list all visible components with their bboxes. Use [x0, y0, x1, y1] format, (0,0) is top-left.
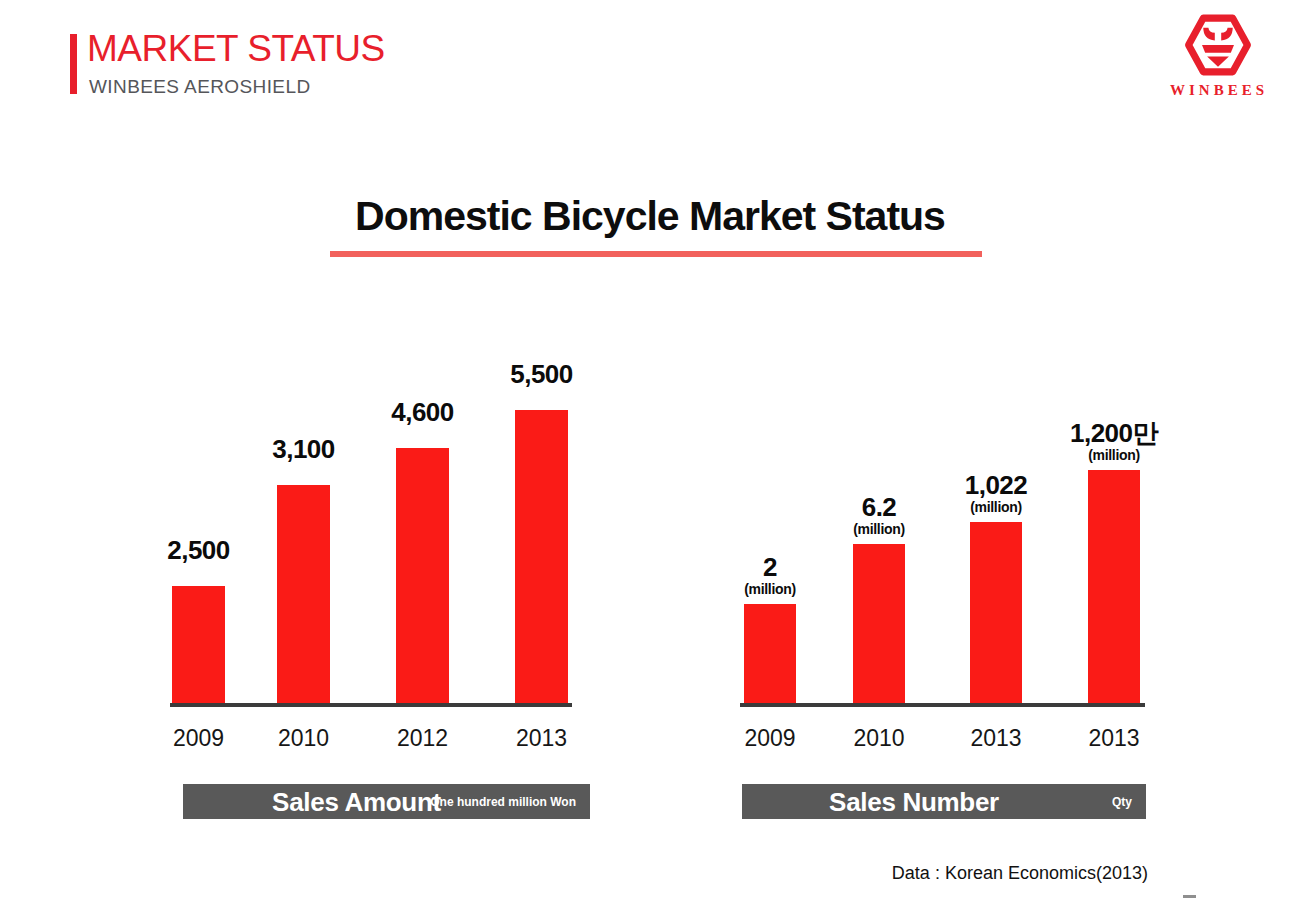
chart-unit-label: Qty [1112, 795, 1132, 809]
bar-sales-amount-2012 [396, 448, 449, 707]
bar-sales-number-2010 [853, 544, 905, 707]
bar-sub-label: (million) [680, 581, 860, 597]
bar-sales-amount-2013 [515, 410, 568, 707]
logo-brand-text: WINBEES [1170, 82, 1266, 99]
chart-title-bar-sales-amount: Sales AmountOne hundred million Won [183, 784, 590, 819]
bar-value: 6.2 [862, 492, 897, 522]
bar-value: 2,500 [167, 535, 230, 565]
year-label: 2009 [720, 725, 820, 752]
bar-value: 2 [763, 552, 777, 582]
page-subtitle: WINBEES AEROSHIELD [89, 76, 311, 98]
bar-value-label: 2(million) [680, 553, 860, 597]
bar-value-label: 1,022(million) [906, 471, 1086, 515]
bar-value: 4,600 [391, 397, 454, 427]
year-label: 2013 [946, 725, 1046, 752]
bar-value: 1,200만 [1070, 418, 1158, 448]
bar-sales-number-2009 [744, 604, 796, 707]
page-title: MARKET STATUS [87, 28, 385, 70]
bar-value-label: 4,600 [333, 398, 513, 426]
chart-title: Sales Number [742, 786, 1086, 817]
bar-value-label: 5,500 [452, 360, 632, 388]
bar-value-label: 2,500 [109, 536, 289, 564]
axis-line-sales-amount [170, 703, 572, 707]
year-label: 2012 [373, 725, 473, 752]
bar-sub-label: (million) [1024, 447, 1204, 463]
winbees-logo: WINBEES [1170, 13, 1266, 99]
bar-sales-amount-2010 [277, 485, 330, 707]
bar-sales-amount-2009 [172, 586, 225, 707]
year-label: 2013 [1064, 725, 1164, 752]
bar-sub-label: (million) [789, 521, 969, 537]
bar-value-label: 3,100 [214, 435, 394, 463]
year-label: 2010 [254, 725, 354, 752]
bar-value: 1,022 [965, 470, 1028, 500]
chart-unit-label: One hundred million Won [430, 795, 576, 809]
header-accent-bar [70, 34, 77, 94]
corner-mark [1183, 895, 1196, 898]
bar-sales-number-2013 [1088, 470, 1140, 707]
slide-title: Domestic Bicycle Market Status [0, 193, 1300, 240]
bar-value-label: 1,200만(million) [1024, 419, 1204, 463]
bar-value: 3,100 [272, 434, 335, 464]
year-label: 2010 [829, 725, 929, 752]
chart-title-bar-sales-number: Sales Number Qty [742, 784, 1146, 819]
bar-sales-number-2013 [970, 522, 1022, 707]
year-label: 2013 [492, 725, 592, 752]
axis-line-sales-number [740, 703, 1145, 707]
bee-hexagon-icon [1170, 13, 1266, 77]
bar-value: 5,500 [510, 359, 573, 389]
bar-sub-label: (million) [906, 499, 1086, 515]
title-underline [330, 251, 982, 257]
year-label: 2009 [149, 725, 249, 752]
slide-canvas: MARKET STATUS WINBEES AEROSHIELD WINBEES… [0, 0, 1300, 900]
data-source-note: Data : Korean Economics(2013) [892, 863, 1148, 884]
